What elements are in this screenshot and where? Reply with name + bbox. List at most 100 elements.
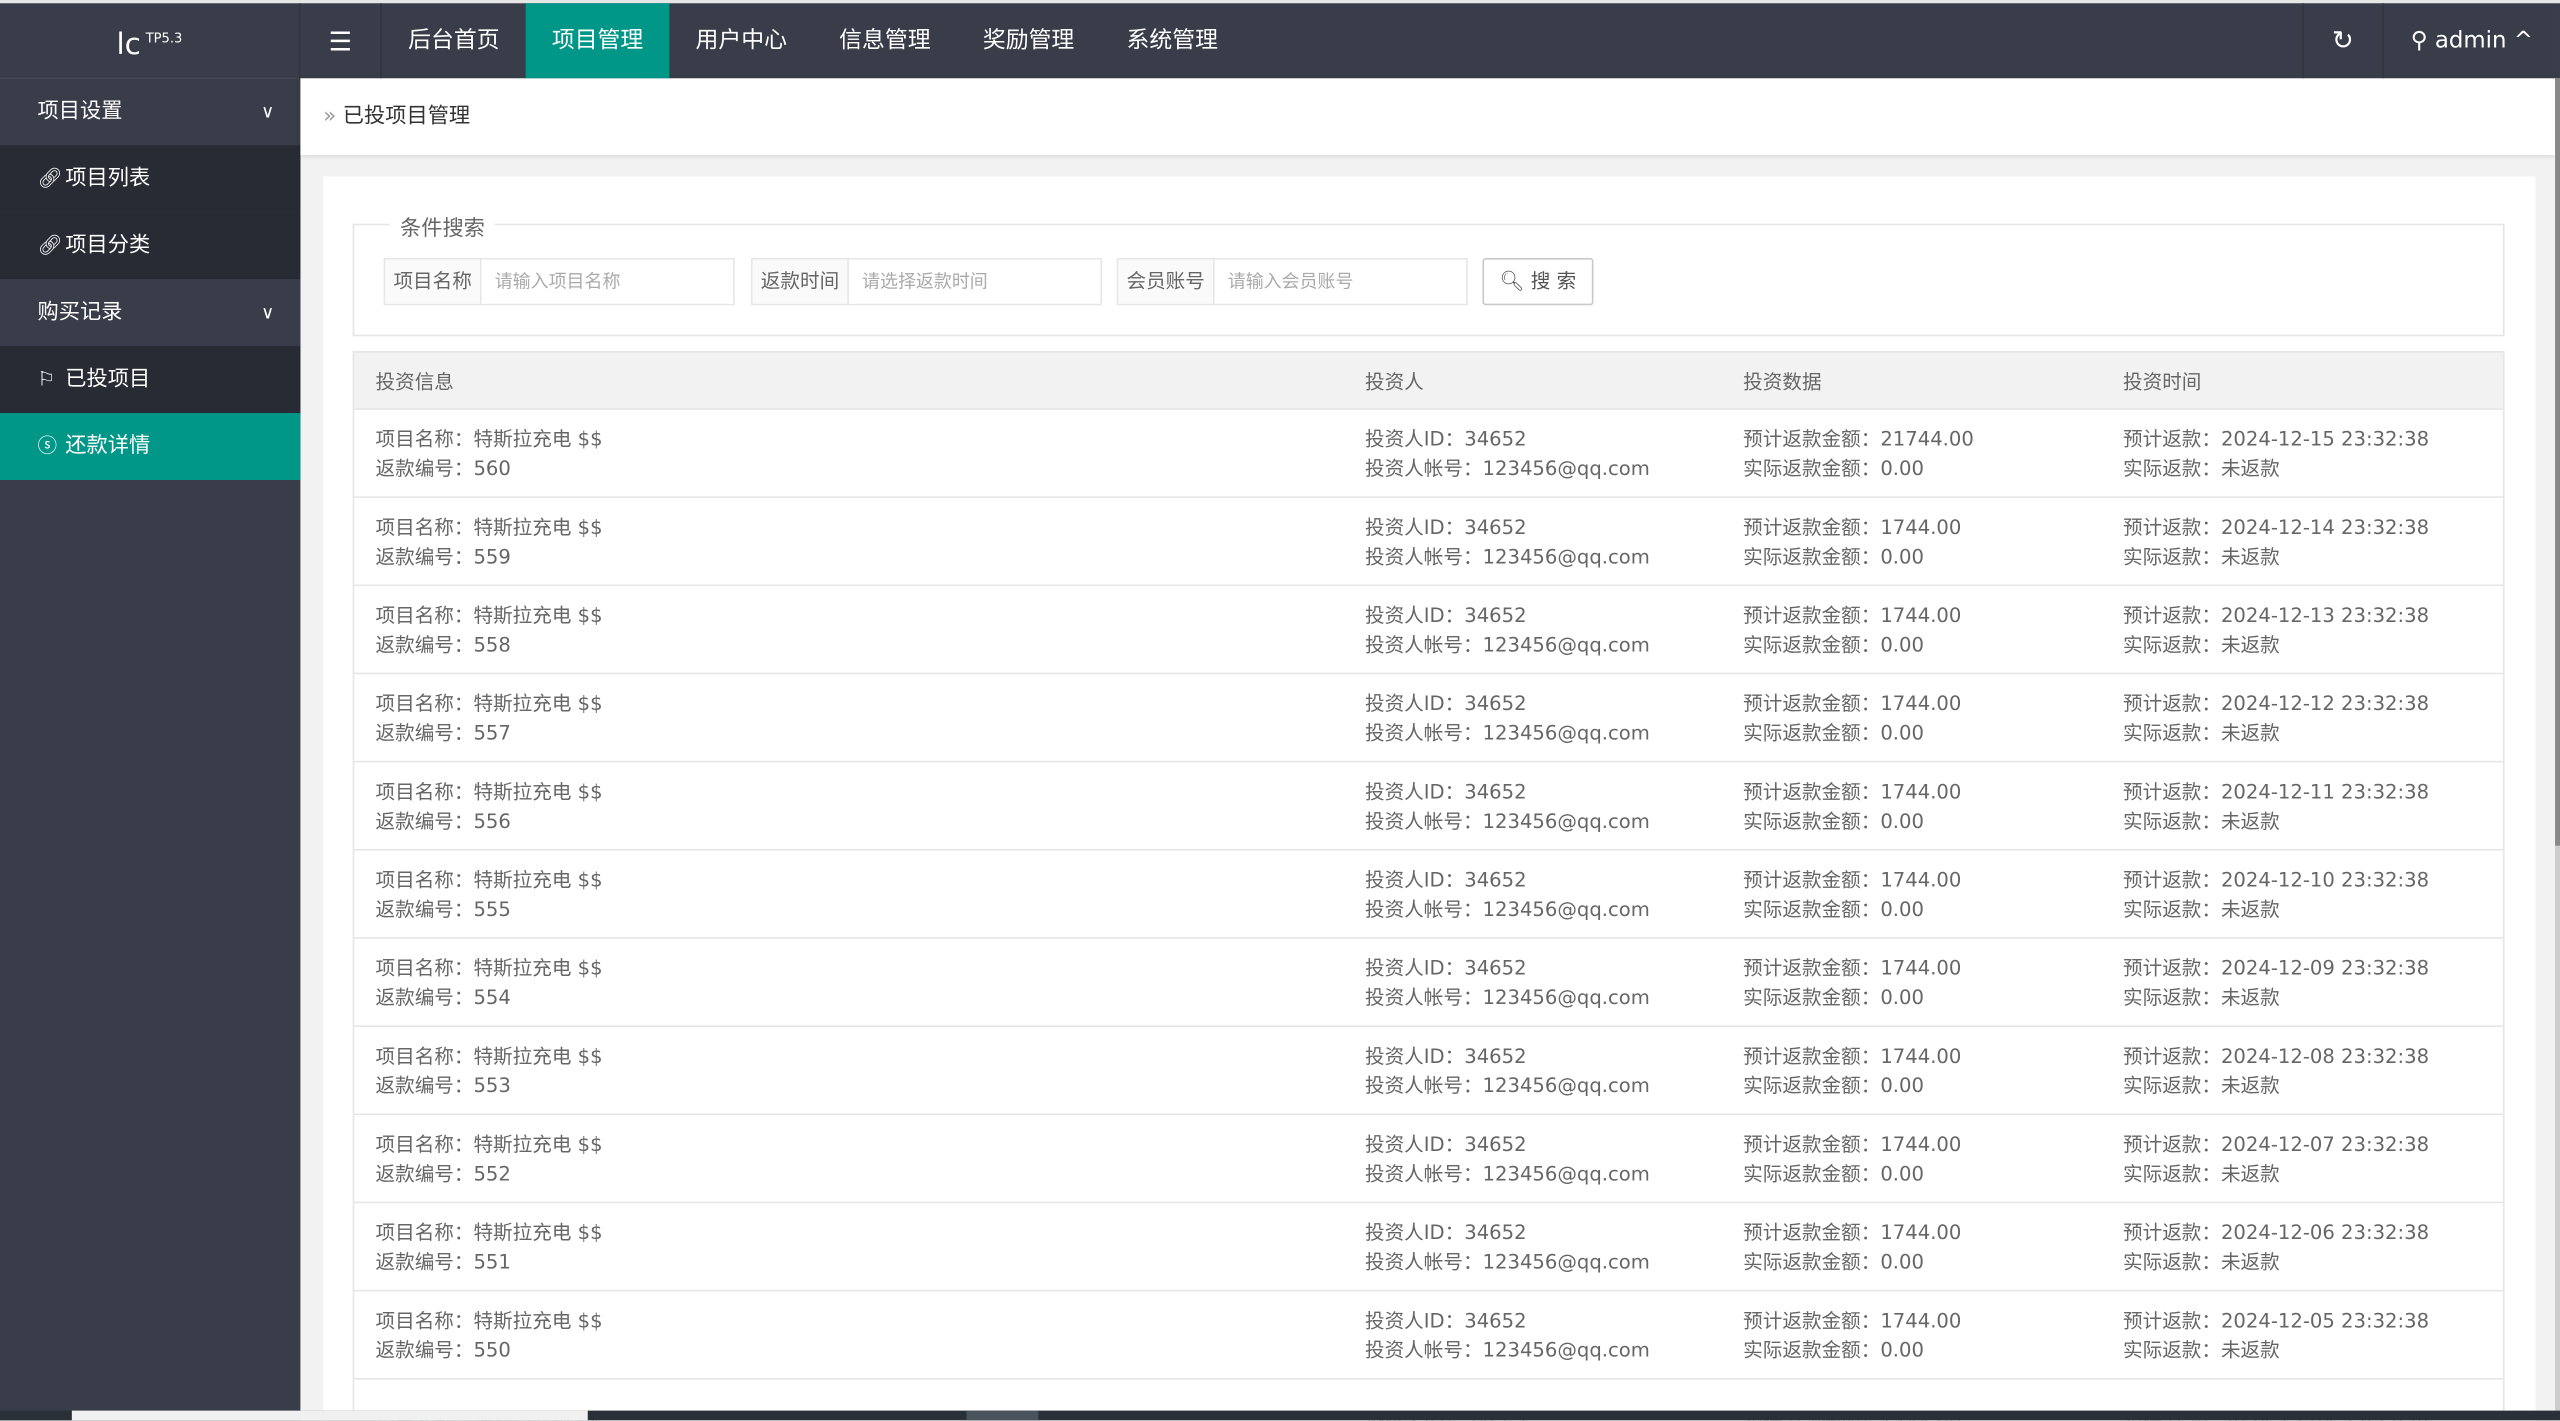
table-cell: 项目名称：特斯拉充电 $$ 返款编号：559 [354, 512, 1365, 571]
project-name-input[interactable] [481, 259, 734, 304]
cell-line: 项目名称：特斯拉充电 $$ [375, 779, 603, 803]
sidebar-item[interactable]: ⓢ 还款详情 [0, 413, 301, 480]
sidebar-item[interactable]: 购买记录 ∨ [0, 279, 301, 347]
cell-line: 返款编号：559 [375, 544, 511, 568]
content-card: 条件搜索 项目名称 返款时间 会员账号 🔍︎ 搜 索 投资信息 投资人 投资数据… [323, 176, 2536, 1421]
cell-line: 实际返款：未返款 [2123, 1249, 2280, 1273]
column-header: 投资时间 [2123, 369, 2202, 393]
sidebar-item[interactable]: 项目设置 ∨ [0, 78, 301, 146]
cell-line: 预计返款金额：1744.00 [1743, 1044, 1962, 1067]
cell-line: 预计返款：2024-12-15 23:32:38 [2123, 426, 2430, 450]
refund-time-input[interactable] [848, 259, 1101, 304]
member-account-input[interactable] [1214, 259, 1467, 304]
sidebar-item-label: 项目列表 [65, 166, 151, 192]
cell-line: 实际返款金额：0.00 [1743, 1161, 1924, 1185]
search-form: 条件搜索 项目名称 返款时间 会员账号 🔍︎ 搜 索 [352, 210, 2505, 337]
cell-line: 预计返款金额：1744.00 [1743, 1220, 1962, 1244]
table-cell: 预计返款：2024-12-13 23:32:38 实际返款：未返款 [2123, 600, 2503, 659]
sidebar-item[interactable]: ⚐ 已投项目 [0, 346, 301, 414]
table-cell: 投资人ID：34652 投资人帐号：123456@qq.com [1365, 512, 1743, 571]
nav-item[interactable]: 项目管理 [525, 3, 670, 79]
table-cell: 项目名称：特斯拉充电 $$ 返款编号：556 [354, 776, 1365, 835]
cell-line: 预计返款金额：1744.00 [1743, 515, 1962, 538]
nav-item[interactable]: 后台首页 [408, 27, 500, 54]
cell-line: 返款编号：551 [375, 1249, 511, 1273]
cell-line: 实际返款金额：0.00 [1743, 985, 1924, 1009]
cell-line: 实际返款金额：0.00 [1743, 897, 1924, 920]
sidebar-item-label: 项目设置 [37, 99, 123, 125]
dollar-icon: ⓢ [37, 434, 58, 458]
table-cell: 项目名称：特斯拉充电 $$ 返款编号：558 [354, 600, 1365, 659]
table-cell: 预计返款金额：1744.00 实际返款金额：0.00 [1743, 1305, 2123, 1364]
table-cell: 项目名称：特斯拉充电 $$ 返款编号：551 [354, 1217, 1365, 1276]
breadcrumb: » 已投项目管理 [300, 78, 2556, 156]
scrollbar-thumb[interactable] [966, 1410, 1039, 1421]
table-row: 项目名称：特斯拉充电 $$ 返款编号：554 投资人ID：34652 投资人帐号：12… [352, 938, 2505, 1027]
table-cell: 投资人ID：34652 投资人帐号：123456@qq.com [1365, 1217, 1743, 1276]
table-cell: 投资人ID：34652 投资人帐号：123456@qq.com [1365, 1129, 1743, 1188]
cell-line: 预计返款：2024-12-12 23:32:38 [2123, 691, 2430, 715]
menu-toggle-icon[interactable]: ☰ [300, 3, 383, 79]
chevron-down-icon: ∨ [261, 302, 275, 324]
sidebar-item[interactable]: 🔗︎ 项目分类 [0, 212, 301, 280]
cell-line: 实际返款：未返款 [2123, 720, 2280, 744]
cell-line: 预计返款金额：1744.00 [1743, 779, 1962, 803]
table-row: 项目名称：特斯拉充电 $$ 返款编号：555 投资人ID：34652 投资人帐号：12… [352, 850, 2505, 939]
cell-line: 返款编号：553 [375, 1073, 511, 1097]
cell-line: 投资人帐号：123456@qq.com [1364, 456, 1650, 480]
sidebar: 项目设置 ∨ 🔗︎ 项目列表 🔗︎ 项目分类 购买记录 ∨ ⚐ 已投项目 ⓢ 还款详情 [0, 78, 301, 1421]
cell-line: 预计返款：2024-12-08 23:32:38 [2123, 1044, 2430, 1067]
project-name-field: 项目名称 [383, 257, 735, 306]
logo-version: TP5.3 [145, 31, 183, 46]
nav-item[interactable]: 系统管理 [1126, 27, 1218, 54]
cell-line: 投资人帐号：123456@qq.com [1364, 720, 1650, 744]
link-icon: 🔗︎ [37, 233, 63, 257]
table-cell: 预计返款金额：1744.00 实际返款金额：0.00 [1743, 776, 2123, 835]
cell-line: 项目名称：特斯拉充电 $$ [375, 1308, 603, 1332]
table-row: 项目名称：特斯拉充电 $$ 返款编号：551 投资人ID：34652 投资人帐号：12… [352, 1203, 2505, 1292]
vertical-scrollbar[interactable] [2555, 78, 2560, 1411]
breadcrumb-current: 已投项目管理 [342, 104, 471, 129]
cell-line: 投资人ID：34652 [1364, 426, 1527, 450]
table-cell: 投资人ID：34652 投资人帐号：123456@qq.com [1365, 953, 1743, 1012]
cell-line: 实际返款金额：0.00 [1743, 632, 1924, 656]
cell-line: 投资人帐号：123456@qq.com [1364, 985, 1650, 1009]
nav-item[interactable]: 奖励管理 [982, 27, 1075, 54]
table-row: 项目名称：特斯拉充电 $$ 返款编号：550 投资人ID：34652 投资人帐号：12… [352, 1291, 2505, 1380]
cell-line: 实际返款：未返款 [2123, 1161, 2280, 1185]
nav-item[interactable]: 信息管理 [839, 27, 931, 54]
column-header: 投资人 [1364, 369, 1424, 393]
sidebar-item[interactable]: 🔗︎ 项目列表 [0, 145, 301, 213]
cell-line: 返款编号：555 [375, 897, 511, 920]
cell-line: 实际返款金额：0.00 [1743, 456, 1924, 480]
cell-line: 实际返款：未返款 [2123, 544, 2280, 568]
scrollbar-thumb[interactable] [2555, 78, 2560, 846]
field-label: 返款时间 [752, 259, 849, 304]
table-cell: 预计返款金额：1744.00 实际返款金额：0.00 [1743, 512, 2123, 571]
cell-line: 返款编号：554 [375, 985, 511, 1009]
table-cell: 投资人ID：34652 投资人帐号：123456@qq.com [1365, 864, 1743, 923]
refresh-icon[interactable]: ↻ [2302, 3, 2384, 79]
cell-line: 实际返款金额：0.00 [1743, 1249, 1924, 1273]
user-menu[interactable]: ⚲ admin ^ [2387, 3, 2557, 78]
top-header: lc TP5.3 ☰ 后台首页 项目管理 用户中心 信息管理 奖励管理 系统管理 ↻ ⚲ a… [0, 3, 2560, 79]
cell-line: 投资人帐号：123456@qq.com [1364, 1073, 1650, 1097]
cell-line: 返款编号：556 [375, 808, 511, 832]
logo[interactable]: lc TP5.3 [0, 3, 301, 79]
horizontal-scrollbar[interactable] [0, 1410, 2560, 1421]
cell-line: 项目名称：特斯拉充电 $$ [375, 867, 603, 891]
cell-line: 预计返款：2024-12-05 23:32:38 [2123, 1308, 2430, 1332]
cell-line: 实际返款：未返款 [2123, 632, 2280, 656]
cell-line: 实际返款：未返款 [2123, 808, 2280, 832]
cell-line: 投资人帐号：123456@qq.com [1364, 897, 1650, 920]
cell-line: 预计返款：2024-12-09 23:32:38 [2123, 955, 2430, 979]
table-body: 项目名称：特斯拉充电 $$ 返款编号：560 投资人ID：34652 投资人帐号：12… [352, 409, 2505, 1421]
table-row: 项目名称：特斯拉充电 $$ 返款编号：560 投资人ID：34652 投资人帐号：12… [352, 409, 2505, 498]
table-cell: 投资人ID：34652 投资人帐号：123456@qq.com [1365, 776, 1743, 835]
table-cell: 预计返款：2024-12-15 23:32:38 实际返款：未返款 [2123, 424, 2503, 483]
nav-item[interactable]: 用户中心 [695, 27, 787, 54]
table-row: 项目名称：特斯拉充电 $$ 返款编号：553 投资人ID：34652 投资人帐号：12… [352, 1026, 2505, 1116]
search-button[interactable]: 🔍︎ 搜 索 [1482, 257, 1594, 306]
table-cell: 项目名称：特斯拉充电 $$ 返款编号：550 [354, 1305, 1365, 1364]
table-cell: 投资人ID：34652 投资人帐号：123456@qq.com [1365, 600, 1743, 659]
